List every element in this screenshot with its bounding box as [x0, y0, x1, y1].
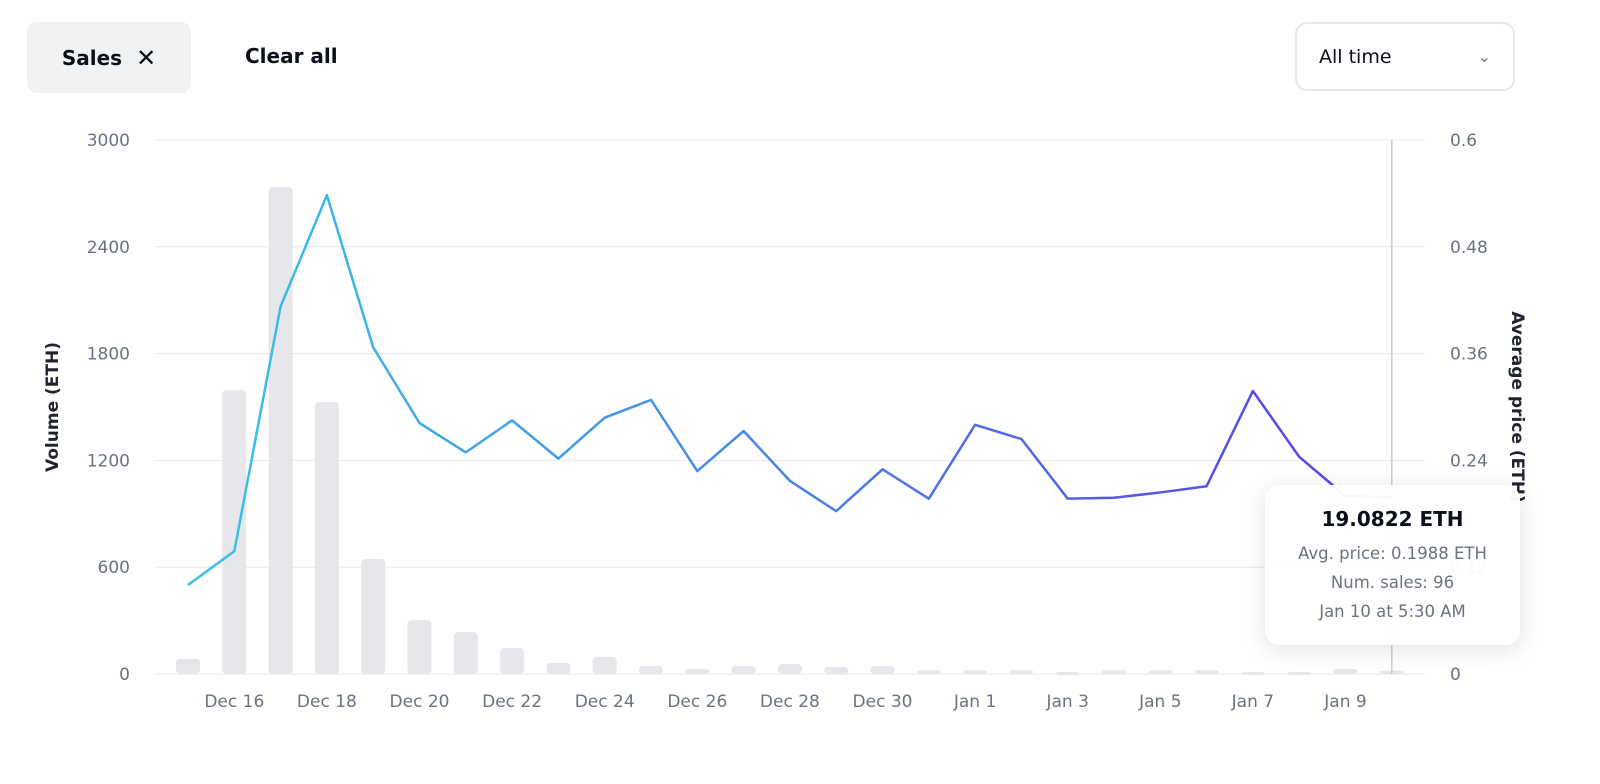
avg-price-line — [187, 193, 1392, 587]
tooltip-date: Jan 10 at 5:30 AM — [1319, 602, 1466, 621]
volume-bar — [407, 620, 432, 674]
sales-filter-chip[interactable]: Sales ✕ — [27, 22, 191, 93]
volume-bar — [777, 664, 802, 674]
volume-bar — [592, 656, 617, 674]
y2-tick-label: 0 — [1450, 665, 1461, 685]
y2-tick-label: 0.48 — [1450, 238, 1488, 258]
y-tick-label: 0 — [119, 665, 130, 685]
x-tick-label: Dec 30 — [853, 692, 913, 712]
volume-bar — [639, 665, 663, 674]
x-tick-label: Jan 5 — [1138, 692, 1181, 712]
y2-axis-label: Average price (ETH) — [1507, 311, 1527, 503]
x-tick-label: Dec 22 — [482, 692, 542, 712]
chevron-down-icon: ⌄ — [1477, 47, 1491, 66]
y-tick-label: 600 — [98, 558, 130, 578]
y2-tick-label: 0.36 — [1450, 345, 1488, 365]
volume-bar — [824, 666, 849, 674]
volume-bar — [314, 402, 339, 674]
x-tick-label: Dec 28 — [760, 692, 820, 712]
x-tick-label: Jan 9 — [1323, 692, 1366, 712]
x-tick-label: Jan 1 — [953, 692, 996, 712]
y-tick-label: 1800 — [87, 345, 130, 365]
volume-bar — [1333, 669, 1358, 674]
tooltip-num-sales: Num. sales: 96 — [1330, 573, 1455, 592]
volume-bar — [1194, 670, 1219, 674]
volume-bar — [546, 662, 571, 674]
y-tick-label: 2400 — [87, 238, 130, 258]
x-tick-label: Dec 16 — [204, 692, 264, 712]
y-tick-label: 3000 — [87, 131, 130, 151]
volume-bar — [453, 631, 478, 674]
y2-tick-label: 0.24 — [1450, 451, 1488, 471]
volume-bar — [1287, 672, 1312, 676]
x-tick-label: Dec 26 — [667, 692, 727, 712]
volume-bar — [731, 665, 756, 674]
chart-tooltip: 19.0822 ETH Avg. price: 0.1988 ETH Num. … — [1265, 485, 1520, 645]
volume-bar — [1102, 670, 1126, 674]
time-range-select[interactable]: All time ⌄ — [1295, 22, 1515, 91]
x-tick-label: Dec 24 — [575, 692, 635, 712]
volume-bar — [500, 648, 525, 674]
x-tick-label: Dec 20 — [390, 692, 450, 712]
volume-bar — [222, 390, 247, 674]
volume-bar — [1148, 670, 1173, 674]
sales-filter-label: Sales — [61, 45, 123, 70]
y-axis-label: Volume (ETH) — [43, 342, 63, 472]
volume-bar — [685, 669, 710, 674]
volume-bar — [1055, 672, 1080, 676]
volume-bar — [916, 670, 941, 674]
volume-bar — [1240, 672, 1265, 676]
x-tick-label: Jan 3 — [1045, 692, 1088, 712]
x-tick-label: Dec 18 — [297, 692, 357, 712]
time-range-value: All time — [1319, 45, 1392, 68]
close-icon[interactable]: ✕ — [136, 43, 157, 72]
tooltip-avg-price: Avg. price: 0.1988 ETH — [1298, 544, 1487, 563]
clear-all-button[interactable]: Clear all — [245, 44, 338, 68]
volume-bar — [870, 665, 895, 674]
x-tick-label: Jan 7 — [1231, 692, 1274, 712]
volume-bar — [176, 658, 200, 674]
volume-bar — [1009, 670, 1034, 674]
volume-bar — [963, 670, 988, 674]
y2-tick-label: 0.6 — [1450, 131, 1477, 151]
y-tick-label: 1200 — [87, 451, 130, 471]
volume-bar — [361, 559, 386, 674]
volume-bar — [268, 186, 293, 674]
tooltip-volume: 19.0822 ETH — [1321, 507, 1464, 531]
